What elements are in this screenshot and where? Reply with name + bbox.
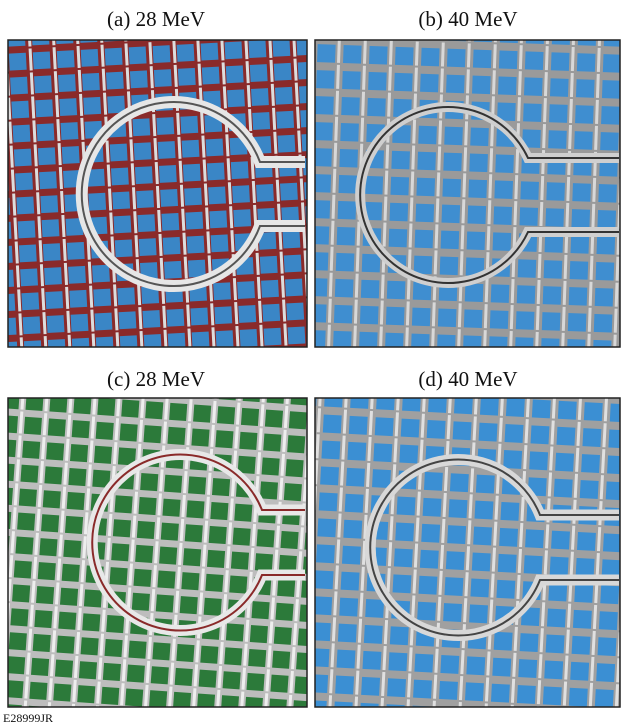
panel-label: (a) 28 MeV: [107, 7, 205, 31]
image-a: [8, 40, 307, 347]
image-c: [8, 398, 307, 707]
panel-label: (b) 40 MeV: [418, 7, 517, 31]
image-d: [315, 398, 620, 707]
figure-id: E28999JR: [3, 711, 53, 725]
figure: (a) 28 MeV (b) 40 MeV (c) 28 MeV (d) 40 …: [0, 0, 623, 728]
panel-label: (d) 40 MeV: [418, 367, 517, 391]
panel-label: (c) 28 MeV: [107, 367, 205, 391]
image-b: [315, 40, 620, 347]
